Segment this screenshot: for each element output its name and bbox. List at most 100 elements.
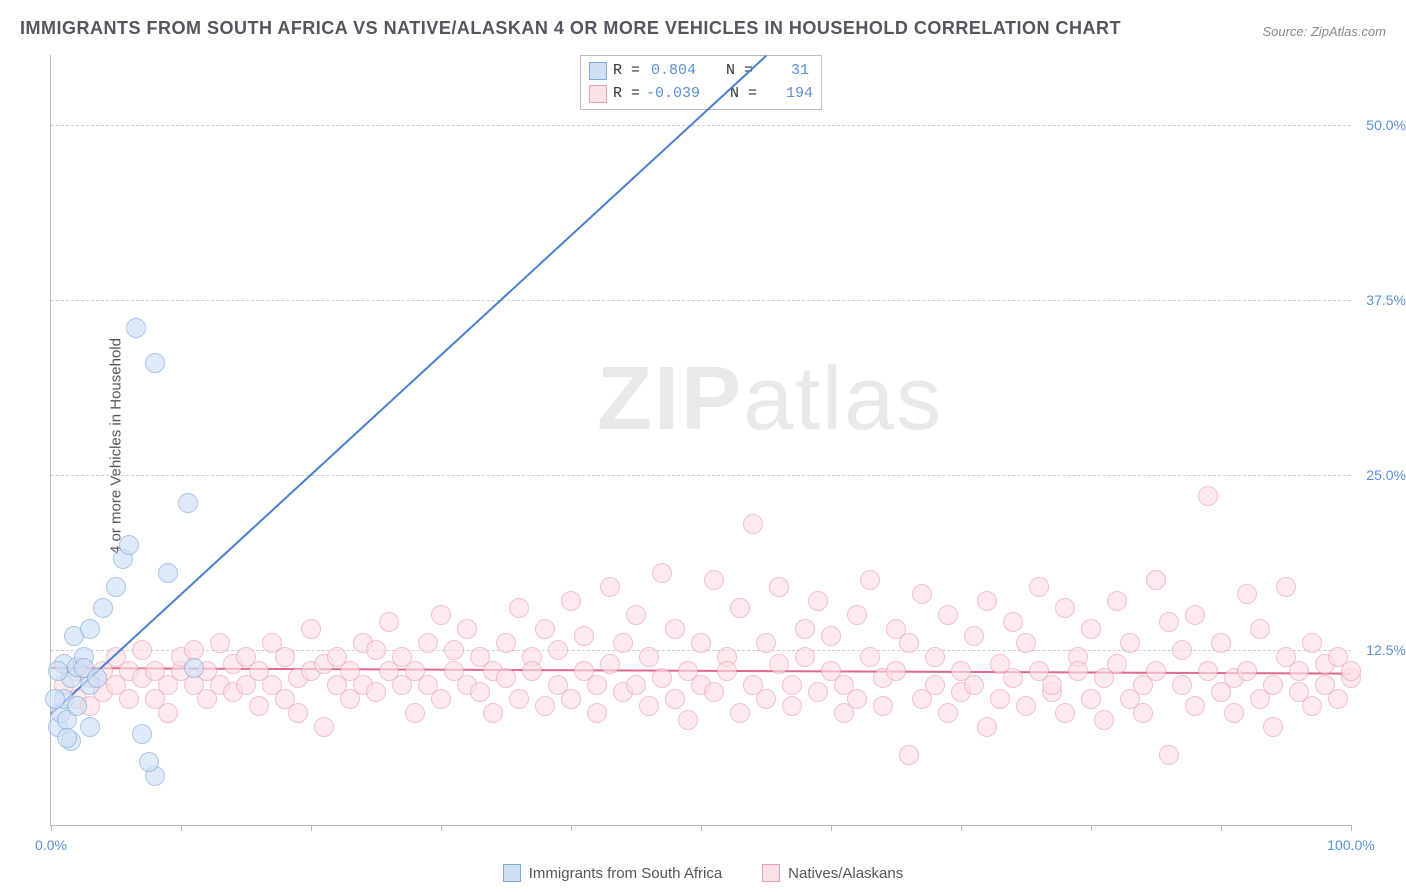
scatter-point — [249, 696, 269, 716]
scatter-point — [470, 682, 490, 702]
scatter-point — [795, 647, 815, 667]
scatter-point — [873, 696, 893, 716]
scatter-point — [48, 661, 68, 681]
x-tick — [181, 825, 182, 831]
scatter-point — [600, 654, 620, 674]
watermark-light: atlas — [743, 349, 943, 449]
scatter-point — [561, 591, 581, 611]
scatter-point — [912, 584, 932, 604]
scatter-point — [1146, 570, 1166, 590]
scatter-point — [184, 658, 204, 678]
scatter-point — [1276, 577, 1296, 597]
scatter-point — [509, 598, 529, 618]
scatter-point — [1237, 661, 1257, 681]
scatter-point — [678, 710, 698, 730]
scatter-point — [1198, 661, 1218, 681]
scatter-point — [379, 612, 399, 632]
scatter-point — [509, 689, 529, 709]
scatter-point — [847, 605, 867, 625]
scatter-point — [548, 640, 568, 660]
scatter-point — [587, 675, 607, 695]
scatter-point — [1263, 717, 1283, 737]
scatter-point — [964, 675, 984, 695]
x-tick — [961, 825, 962, 831]
scatter-point — [1081, 689, 1101, 709]
stats-row: R =0.804 N =31 — [589, 60, 813, 83]
scatter-point — [366, 682, 386, 702]
scatter-point — [561, 689, 581, 709]
scatter-point — [691, 633, 711, 653]
scatter-point — [1159, 612, 1179, 632]
scatter-point — [808, 591, 828, 611]
scatter-point — [145, 353, 165, 373]
scatter-point — [899, 745, 919, 765]
scatter-point — [587, 703, 607, 723]
x-tick — [701, 825, 702, 831]
scatter-point — [1250, 619, 1270, 639]
scatter-point — [704, 570, 724, 590]
y-tick-label: 12.5% — [1366, 642, 1406, 658]
scatter-point — [1016, 696, 1036, 716]
r-value: 0.804 — [646, 60, 696, 83]
scatter-point — [574, 626, 594, 646]
legend-label: Immigrants from South Africa — [529, 865, 722, 882]
watermark-bold: ZIP — [597, 349, 743, 449]
scatter-point — [730, 703, 750, 723]
scatter-point — [87, 668, 107, 688]
scatter-point — [626, 675, 646, 695]
scatter-point — [665, 689, 685, 709]
scatter-point — [756, 689, 776, 709]
scatter-point — [405, 703, 425, 723]
scatter-point — [1198, 486, 1218, 506]
scatter-point — [769, 577, 789, 597]
scatter-point — [652, 668, 672, 688]
scatter-point — [808, 682, 828, 702]
scatter-point — [1133, 703, 1153, 723]
scatter-point — [938, 605, 958, 625]
scatter-point — [1302, 633, 1322, 653]
scatter-point — [1159, 745, 1179, 765]
scatter-point — [977, 717, 997, 737]
x-tick — [1091, 825, 1092, 831]
gridline — [51, 125, 1351, 126]
trend-line — [50, 55, 766, 714]
legend-item: Immigrants from South Africa — [503, 864, 722, 882]
scatter-point — [769, 654, 789, 674]
x-tick-label: 100.0% — [1327, 837, 1374, 853]
watermark: ZIPatlas — [597, 348, 943, 451]
scatter-point — [535, 696, 555, 716]
x-tick — [1351, 825, 1352, 831]
x-tick — [1221, 825, 1222, 831]
scatter-point — [1107, 591, 1127, 611]
scatter-point — [522, 661, 542, 681]
series-swatch — [589, 85, 607, 103]
scatter-point — [210, 633, 230, 653]
scatter-point — [626, 605, 646, 625]
scatter-point — [184, 640, 204, 660]
x-tick — [311, 825, 312, 831]
scatter-point — [496, 668, 516, 688]
x-tick — [571, 825, 572, 831]
scatter-point — [1016, 633, 1036, 653]
scatter-point — [847, 689, 867, 709]
scatter-point — [1029, 577, 1049, 597]
scatter-point — [119, 689, 139, 709]
scatter-point — [1094, 710, 1114, 730]
scatter-point — [1120, 633, 1140, 653]
scatter-point — [782, 696, 802, 716]
scatter-point — [821, 626, 841, 646]
scatter-point — [80, 619, 100, 639]
scatter-point — [45, 689, 65, 709]
scatter-point — [483, 703, 503, 723]
n-value: 31 — [759, 60, 809, 83]
scatter-point — [1081, 619, 1101, 639]
scatter-point — [444, 640, 464, 660]
scatter-point — [1289, 661, 1309, 681]
scatter-point — [106, 577, 126, 597]
scatter-point — [314, 717, 334, 737]
scatter-point — [288, 703, 308, 723]
r-label: R = — [613, 60, 640, 83]
x-tick — [831, 825, 832, 831]
r-value: -0.039 — [646, 83, 700, 106]
scatter-point — [899, 633, 919, 653]
